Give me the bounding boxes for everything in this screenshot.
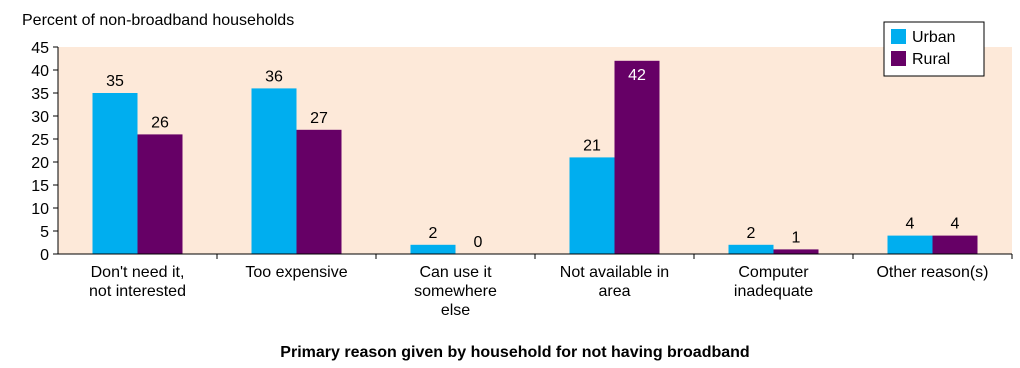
- bar-rural: [932, 235, 978, 254]
- x-tick-label-line: area: [598, 283, 630, 300]
- x-tick-label: Other reason(s): [876, 264, 988, 281]
- bar-urban: [92, 93, 138, 254]
- x-tick-label: Not available in area: [560, 264, 669, 300]
- bar-urban: [410, 244, 456, 254]
- bar-urban: [569, 157, 615, 254]
- y-axis-label: Percent of non-broadband households: [22, 12, 294, 29]
- y-tick-label: 25: [31, 132, 49, 149]
- legend-label-urban: Urban: [912, 29, 956, 46]
- data-label-urban: 21: [583, 137, 601, 154]
- bar-rural: [773, 249, 819, 254]
- data-label-rural: 27: [310, 110, 328, 127]
- x-tick-label-line: Can use it: [419, 264, 492, 281]
- data-label-rural: 26: [151, 114, 169, 131]
- y-tick-label: 10: [31, 201, 49, 218]
- bar-urban: [887, 235, 933, 254]
- legend-label-rural: Rural: [912, 51, 950, 68]
- data-label-urban: 4: [906, 216, 915, 233]
- x-tick-label-line: Not available in: [560, 264, 669, 281]
- x-tick-label-line: Computer: [738, 264, 809, 281]
- x-tick-labels: Don't need it, not interested Too expensiv…: [89, 264, 989, 319]
- data-label-urban: 2: [747, 225, 756, 242]
- x-tick-label-line: Too expensive: [245, 264, 347, 281]
- y-axis: 0 5 10 15 20 25 30 35 40 45: [31, 40, 58, 264]
- data-label-rural: 42: [628, 67, 646, 84]
- legend: Urban Rural: [883, 21, 985, 77]
- x-tick-label-line: somewhere: [414, 283, 497, 300]
- legend-swatch-rural: [891, 51, 906, 66]
- x-tick-label: Don't need it, not interested: [89, 264, 186, 300]
- x-tick-label: Computer inadequate: [734, 264, 813, 300]
- x-axis-label: Primary reason given by household for no…: [280, 344, 749, 361]
- bar-rural: [614, 60, 660, 254]
- data-label-rural: 4: [951, 216, 960, 233]
- x-tick-label-line: else: [441, 302, 470, 319]
- y-tick-label: 35: [31, 86, 49, 103]
- bar-rural: [137, 134, 183, 254]
- plot-area: [58, 47, 1012, 254]
- x-tick-label: Can use it somewhere else: [414, 264, 497, 319]
- bar-urban: [251, 88, 297, 255]
- y-tick-label: 0: [40, 247, 49, 264]
- bar-urban: [728, 244, 774, 254]
- bars: [92, 60, 1013, 259]
- y-tick-label: 30: [31, 109, 49, 126]
- x-tick-label-line: Don't need it,: [91, 264, 185, 281]
- legend-swatch-urban: [891, 29, 906, 44]
- x-tick-label-line: Other reason(s): [876, 264, 988, 281]
- y-tick-label: 45: [31, 40, 49, 57]
- x-tick-label-line: not interested: [89, 283, 186, 300]
- bar-rural: [296, 129, 342, 254]
- y-tick-label: 40: [31, 63, 49, 80]
- data-label-urban: 36: [265, 68, 283, 85]
- x-tick-label: Too expensive: [245, 264, 347, 281]
- y-tick-label: 15: [31, 178, 49, 195]
- data-label-urban: 2: [429, 225, 438, 242]
- data-label-rural: 1: [792, 229, 801, 246]
- y-tick-label: 20: [31, 155, 49, 172]
- y-tick-label: 5: [40, 224, 49, 241]
- data-label-urban: 35: [106, 73, 124, 90]
- x-tick-label-line: inadequate: [734, 283, 813, 300]
- data-label-rural: 0: [474, 234, 483, 251]
